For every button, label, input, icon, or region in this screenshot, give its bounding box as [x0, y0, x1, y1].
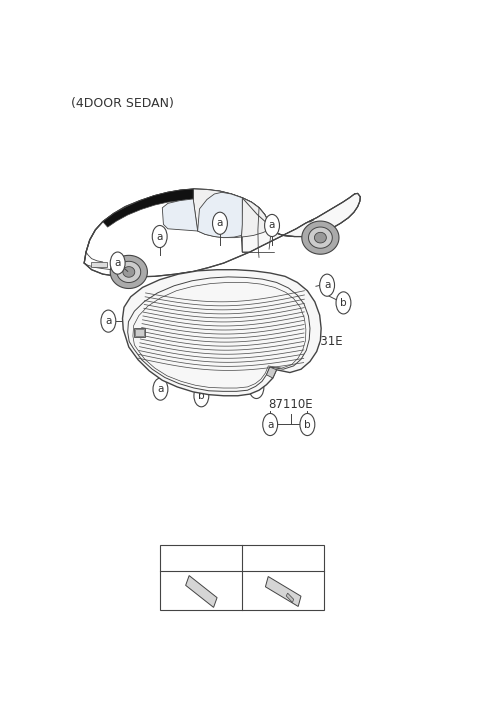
FancyBboxPatch shape — [91, 262, 107, 268]
Circle shape — [249, 376, 264, 398]
Circle shape — [300, 414, 315, 436]
Polygon shape — [84, 189, 360, 277]
Circle shape — [167, 549, 178, 567]
Circle shape — [263, 414, 277, 436]
Polygon shape — [242, 193, 360, 252]
Polygon shape — [302, 221, 339, 254]
Circle shape — [152, 225, 167, 248]
Text: 87864: 87864 — [264, 553, 300, 563]
Text: a: a — [114, 258, 121, 268]
Polygon shape — [117, 261, 141, 282]
Polygon shape — [162, 199, 198, 231]
Circle shape — [264, 215, 279, 236]
Text: a: a — [157, 384, 164, 394]
Polygon shape — [193, 189, 271, 238]
Circle shape — [110, 252, 125, 274]
Polygon shape — [110, 256, 147, 289]
Text: b: b — [340, 298, 347, 308]
Polygon shape — [266, 367, 276, 378]
Text: b: b — [198, 391, 204, 401]
Text: a: a — [253, 383, 260, 393]
Text: a: a — [269, 220, 275, 230]
Text: 87110E: 87110E — [268, 398, 313, 411]
Polygon shape — [103, 189, 193, 227]
Polygon shape — [122, 270, 321, 396]
Polygon shape — [286, 593, 294, 602]
Text: 86124D: 86124D — [182, 553, 226, 563]
Circle shape — [101, 310, 116, 332]
Bar — [160, 545, 324, 610]
Circle shape — [248, 549, 260, 567]
Text: a: a — [267, 419, 274, 429]
Circle shape — [336, 292, 351, 314]
Polygon shape — [198, 192, 242, 238]
Polygon shape — [314, 233, 326, 243]
Circle shape — [194, 385, 209, 407]
FancyBboxPatch shape — [135, 330, 144, 336]
Text: a: a — [324, 280, 330, 290]
Circle shape — [320, 274, 335, 297]
Circle shape — [153, 378, 168, 400]
Text: a: a — [169, 553, 175, 563]
Text: b: b — [251, 553, 257, 563]
Polygon shape — [123, 266, 135, 277]
Polygon shape — [265, 577, 301, 607]
Polygon shape — [309, 227, 332, 248]
Text: b: b — [304, 419, 311, 429]
Polygon shape — [186, 576, 217, 607]
Text: a: a — [217, 218, 223, 228]
Text: 87131E: 87131E — [298, 335, 343, 348]
Text: a: a — [156, 231, 163, 241]
Text: a: a — [105, 316, 111, 326]
Text: (4DOOR SEDAN): (4DOOR SEDAN) — [71, 97, 174, 111]
Circle shape — [213, 213, 228, 234]
FancyBboxPatch shape — [133, 328, 145, 337]
